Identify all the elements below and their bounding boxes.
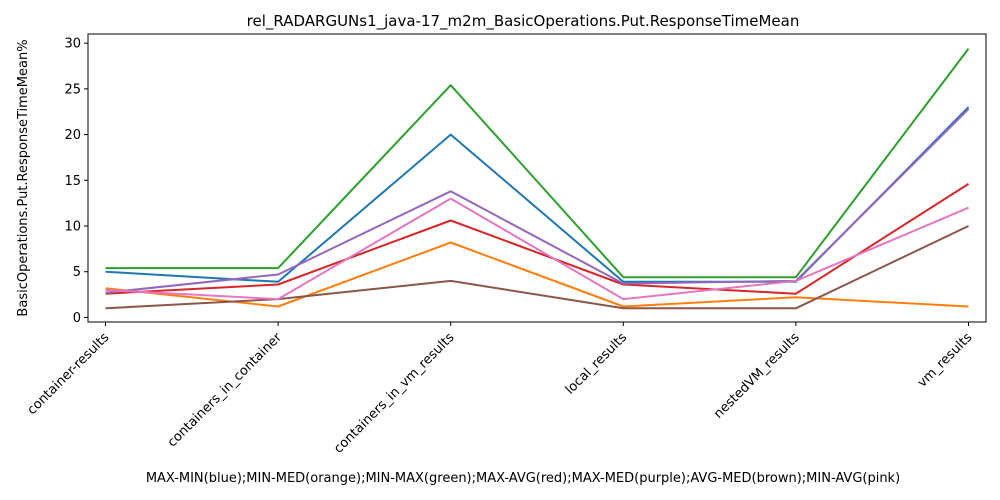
y-tick-label: 5 [73,265,81,280]
x-tick-label: container-results [25,330,113,418]
series-line-2 [105,241,969,308]
x-tick-label: local_results [563,330,631,398]
y-axis-ticks: 0 5 10 15 20 25 30 [64,37,88,326]
series-line-5 [105,108,970,294]
y-tick-label: 10 [64,220,81,235]
series-line-7 [105,197,969,301]
x-axis-ticks: container-results containers_in_container… [25,322,976,457]
plot-frame [87,33,987,323]
y-tick-label: 30 [64,37,81,52]
series-line-1 [105,106,970,283]
y-tick-label: 0 [73,311,81,326]
x-tick-label: vm_results [915,330,976,391]
x-axis-label: MAX-MIN(blue);MIN-MED(orange);MIN-MAX(gr… [146,471,900,486]
y-tick-label: 20 [64,128,81,143]
series-line-3 [105,47,970,279]
y-axis-label: BasicOperations.Put.ResponseTimeMean% [16,39,31,316]
series-line-6 [105,225,969,310]
series-layer [105,47,970,310]
series-line-4 [105,183,970,295]
chart-title: rel_RADARGUNs1_java-17_m2m_BasicOperatio… [247,12,800,31]
x-tick-label: containers_in_vm_results [331,330,457,456]
x-tick-label: nestedVM_results [711,330,803,422]
y-tick-label: 25 [64,82,81,97]
x-tick-label: containers_in_container [165,330,286,451]
y-tick-label: 15 [64,174,81,189]
